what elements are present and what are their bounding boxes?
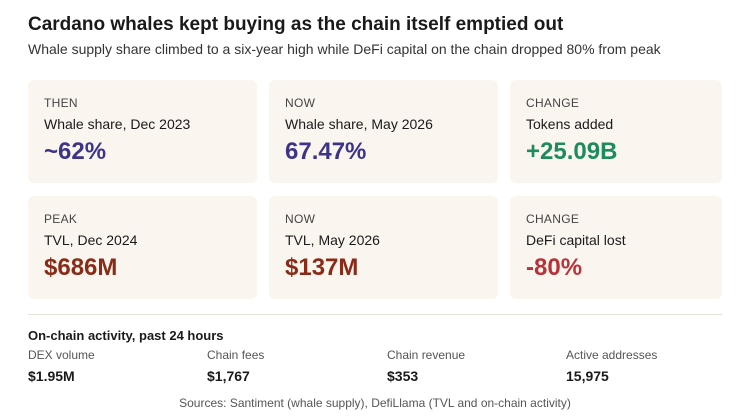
metric-label: DEX volume	[28, 348, 95, 362]
page-title: Cardano whales kept buying as the chain …	[28, 14, 564, 35]
card-tvl-peak: PEAK TVL, Dec 2024 $686M	[28, 196, 257, 299]
card-value: ~62%	[44, 138, 107, 165]
metric-value: $1.95M	[28, 368, 75, 384]
card-description: TVL, Dec 2024	[44, 232, 138, 248]
card-label: NOW	[285, 212, 316, 226]
metric-value: $1,767	[207, 368, 250, 384]
page-subtitle: Whale supply share climbed to a six-year…	[28, 41, 661, 57]
card-whale-share-now: NOW Whale share, May 2026 67.47%	[269, 80, 498, 183]
section-divider	[28, 314, 722, 315]
card-tokens-added: CHANGE Tokens added +25.09B	[510, 80, 722, 183]
metric-chain-revenue: Chain revenue $353	[387, 348, 465, 385]
card-description: DeFi capital lost	[526, 232, 626, 248]
card-label: CHANGE	[526, 212, 580, 226]
card-value: 67.47%	[285, 138, 367, 165]
card-value: $137M	[285, 254, 359, 281]
card-value: +25.09B	[526, 138, 618, 165]
card-description: TVL, May 2026	[285, 232, 380, 248]
card-value: $686M	[44, 254, 118, 281]
activity-title: On-chain activity, past 24 hours	[28, 328, 224, 343]
metric-active-addresses: Active addresses 15,975	[566, 348, 657, 385]
card-description: Whale share, Dec 2023	[44, 116, 191, 132]
metric-value: $353	[387, 368, 419, 384]
metric-dex-volume: DEX volume $1.95M	[28, 348, 95, 385]
card-label: CHANGE	[526, 96, 580, 110]
card-whale-share-then: THEN Whale share, Dec 2023 ~62%	[28, 80, 257, 183]
card-label: NOW	[285, 96, 316, 110]
card-description: Whale share, May 2026	[285, 116, 433, 132]
metric-chain-fees: Chain fees $1,767	[207, 348, 264, 385]
card-value: -80%	[526, 254, 583, 281]
metric-label: Chain revenue	[387, 348, 466, 362]
metric-label: Chain fees	[207, 348, 265, 362]
sources-footnote: Sources: Santiment (whale supply), DefiL…	[179, 396, 571, 410]
metric-value: 15,975	[566, 368, 609, 384]
card-tvl-now: NOW TVL, May 2026 $137M	[269, 196, 498, 299]
card-description: Tokens added	[526, 116, 614, 132]
metric-label: Active addresses	[566, 348, 658, 362]
card-label: PEAK	[44, 212, 78, 226]
card-defi-capital-lost: CHANGE DeFi capital lost -80%	[510, 196, 722, 299]
card-label: THEN	[44, 96, 78, 110]
